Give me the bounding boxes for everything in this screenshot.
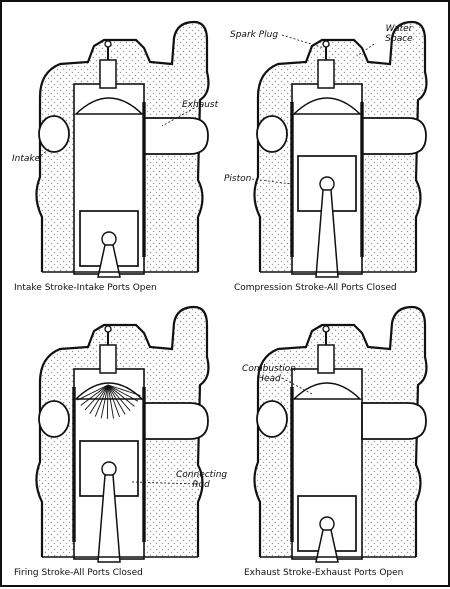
engine-exhaust	[253, 305, 428, 563]
spark-plug	[99, 59, 117, 89]
combustion-head	[292, 382, 362, 400]
spark-plug	[317, 344, 335, 374]
engine-intake	[35, 20, 210, 278]
leader-line	[356, 43, 375, 57]
combustion-head	[74, 97, 144, 115]
intake-port	[256, 115, 288, 153]
leader-line	[251, 178, 293, 185]
intake-port	[256, 400, 288, 438]
wrist-pin	[319, 516, 335, 532]
connecting-rod	[315, 189, 339, 278]
exhaust-port	[143, 402, 209, 440]
intake-port	[38, 400, 70, 438]
leader-line	[37, 147, 51, 159]
label-exhaust: Exhaust	[182, 100, 219, 110]
spark-plug	[317, 59, 335, 89]
caption-firing-stroke: Firing Stroke-All Ports Closed	[14, 568, 143, 578]
label-spark-plug: Spark Plug	[230, 30, 279, 40]
combustion-head	[292, 97, 362, 115]
leader-line	[281, 34, 325, 49]
exhaust-port	[361, 402, 427, 440]
spark-plug	[99, 344, 117, 374]
connecting-rod	[315, 529, 339, 563]
label-connecting-rod: Connecting Rod	[176, 470, 228, 490]
flame-burst	[77, 384, 141, 420]
connecting-rod	[97, 474, 121, 563]
label-piston: Piston	[224, 174, 252, 184]
connecting-rod	[97, 244, 121, 278]
caption-compression-stroke: Compression Stroke-All Ports Closed	[234, 283, 397, 293]
wrist-pin	[101, 461, 117, 477]
exhaust-port	[361, 117, 427, 155]
caption-intake-stroke: Intake Stroke-Intake Ports Open	[14, 283, 157, 293]
leader-line	[161, 105, 199, 127]
leader-line	[281, 377, 313, 395]
engine-compression	[253, 20, 428, 278]
exhaust-port	[143, 117, 209, 155]
engine-firing	[35, 305, 210, 563]
caption-exhaust-stroke: Exhaust Stroke-Exhaust Ports Open	[244, 568, 404, 578]
label-water-space: Water Space	[385, 24, 413, 44]
label-combustion-head: Combustion Head	[242, 364, 296, 384]
label-intake: Intake	[12, 154, 41, 164]
wrist-pin	[319, 176, 335, 192]
intake-port	[38, 115, 70, 153]
wrist-pin	[101, 231, 117, 247]
leader-line	[131, 481, 199, 485]
